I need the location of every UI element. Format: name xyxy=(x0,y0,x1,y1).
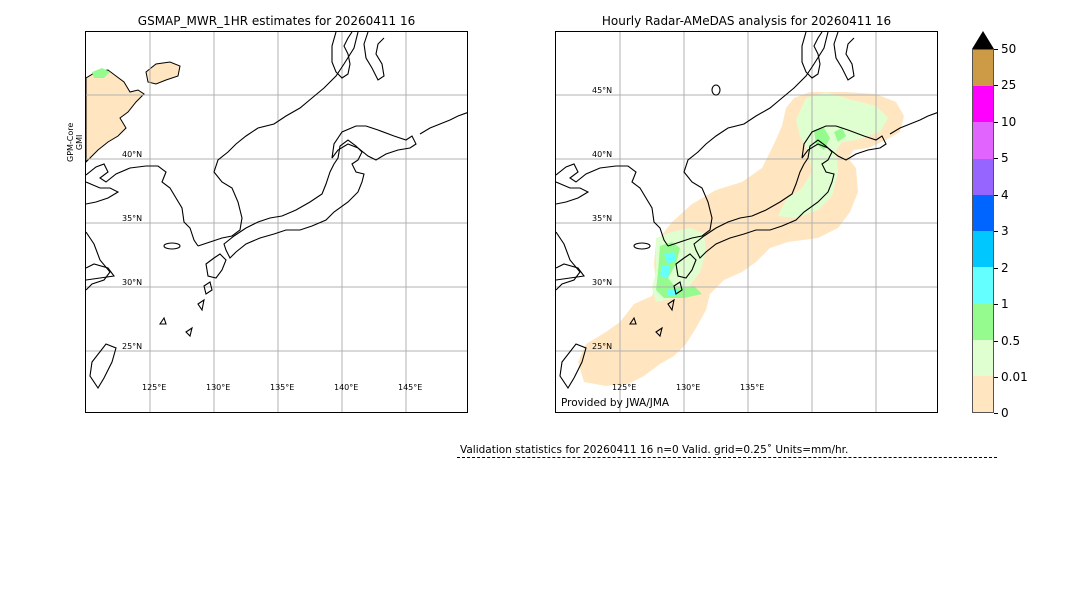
colorbar-segment-6 xyxy=(973,158,993,195)
validation-statistics: Validation statistics for 20260411 16 n=… xyxy=(460,444,849,456)
colorbar-tick-0-01: 0.01 xyxy=(994,370,1028,384)
left-map: 25°N 30°N 35°N 40°N 125°E 130°E 135°E 14… xyxy=(85,31,468,413)
colorbar xyxy=(972,49,994,413)
colorbar-tick-3: 3 xyxy=(994,224,1009,238)
left-lat-label-40: 40°N xyxy=(122,150,142,159)
colorbar-segment-9 xyxy=(973,50,993,87)
right-lon-label-125: 125°E xyxy=(612,383,636,392)
colorbar-tick-25: 25 xyxy=(994,78,1016,92)
right-map-canvas: 25°N 30°N 35°N 40°N 45°N 125°E 130°E 135… xyxy=(556,32,937,412)
right-lat-label-30: 30°N xyxy=(592,278,612,287)
colorbar-tick-1: 1 xyxy=(994,297,1009,311)
right-lat-label-25: 25°N xyxy=(592,342,612,351)
left-lat-label-35: 35°N xyxy=(122,214,142,223)
left-map-canvas: 25°N 30°N 35°N 40°N 125°E 130°E 135°E 14… xyxy=(86,32,467,412)
colorbar-segment-4 xyxy=(973,231,993,268)
right-lon-label-135: 135°E xyxy=(740,383,764,392)
data-credit: Provided by JWA/JMA xyxy=(561,397,670,409)
left-lon-label-140: 140°E xyxy=(334,383,358,392)
right-lat-label-35: 35°N xyxy=(592,214,612,223)
colorbar-tick-0-5: 0.5 xyxy=(994,334,1020,348)
colorbar-tick-10: 10 xyxy=(994,115,1016,129)
right-lat-label-45: 45°N xyxy=(592,86,612,95)
right-map: 25°N 30°N 35°N 40°N 45°N 125°E 130°E 135… xyxy=(555,31,938,413)
colorbar-tick-2: 2 xyxy=(994,261,1009,275)
colorbar-overflow-arrow xyxy=(972,31,994,49)
colorbar-tick-5: 5 xyxy=(994,151,1009,165)
right-map-title: Hourly Radar-AMeDAS analysis for 2026041… xyxy=(601,14,892,28)
left-map-title: GSMAP_MWR_1HR estimates for 20260411 16 xyxy=(137,14,416,28)
left-lat-label-25: 25°N xyxy=(122,342,142,351)
colorbar-segment-7 xyxy=(973,122,993,159)
left-lon-label-135: 135°E xyxy=(270,383,294,392)
left-lon-label-130: 130°E xyxy=(206,383,230,392)
stats-divider xyxy=(457,457,997,458)
colorbar-segment-2 xyxy=(973,303,993,340)
colorbar-tick-4: 4 xyxy=(994,188,1009,202)
right-lon-label-130: 130°E xyxy=(676,383,700,392)
colorbar-segment-0 xyxy=(973,375,993,412)
left-lon-label-145: 145°E xyxy=(398,383,422,392)
sensor-label: GMI xyxy=(75,134,84,151)
colorbar-segment-5 xyxy=(973,194,993,231)
left-lon-label-125: 125°E xyxy=(142,383,166,392)
colorbar-segment-1 xyxy=(973,339,993,376)
colorbar-tick-0: 0 xyxy=(994,406,1009,420)
colorbar-tick-50: 50 xyxy=(994,42,1016,56)
colorbar-segment-3 xyxy=(973,267,993,304)
colorbar-segment-8 xyxy=(973,86,993,123)
left-map-side-label: GPM-Core GMI xyxy=(66,123,84,162)
satellite-label: GPM-Core xyxy=(66,122,75,162)
left-lat-label-30: 30°N xyxy=(122,278,142,287)
right-lat-label-40: 40°N xyxy=(592,150,612,159)
